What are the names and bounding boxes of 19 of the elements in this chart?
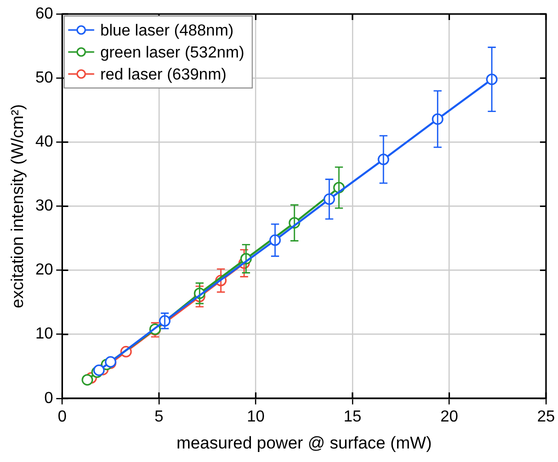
x-tick-label: 15	[344, 408, 362, 426]
y-tick-label: 30	[35, 198, 54, 215]
x-tick-label: 25	[537, 408, 555, 426]
y-tick-label: 60	[35, 5, 54, 22]
x-tick-label: 0	[58, 408, 67, 426]
y-tick-label: 10	[35, 326, 54, 343]
legend-label: red laser (639nm)	[100, 66, 226, 84]
x-axis-title: measured power @ surface (mW)	[176, 433, 432, 452]
y-tick-label: 50	[35, 69, 54, 86]
x-tick-label: 20	[440, 408, 458, 426]
y-tick-label: 40	[35, 134, 54, 151]
x-tick-label: 5	[154, 408, 164, 426]
y-tick-label: 0	[44, 390, 54, 407]
legend-label: blue laser (488nm)	[100, 22, 234, 40]
legend-label: green laser (532nm)	[100, 44, 244, 62]
y-axis-title: excitation intensity (W/cm²)	[8, 104, 27, 308]
y-tick-label: 20	[35, 262, 54, 279]
x-tick-label: 10	[246, 408, 265, 426]
point	[82, 374, 94, 386]
